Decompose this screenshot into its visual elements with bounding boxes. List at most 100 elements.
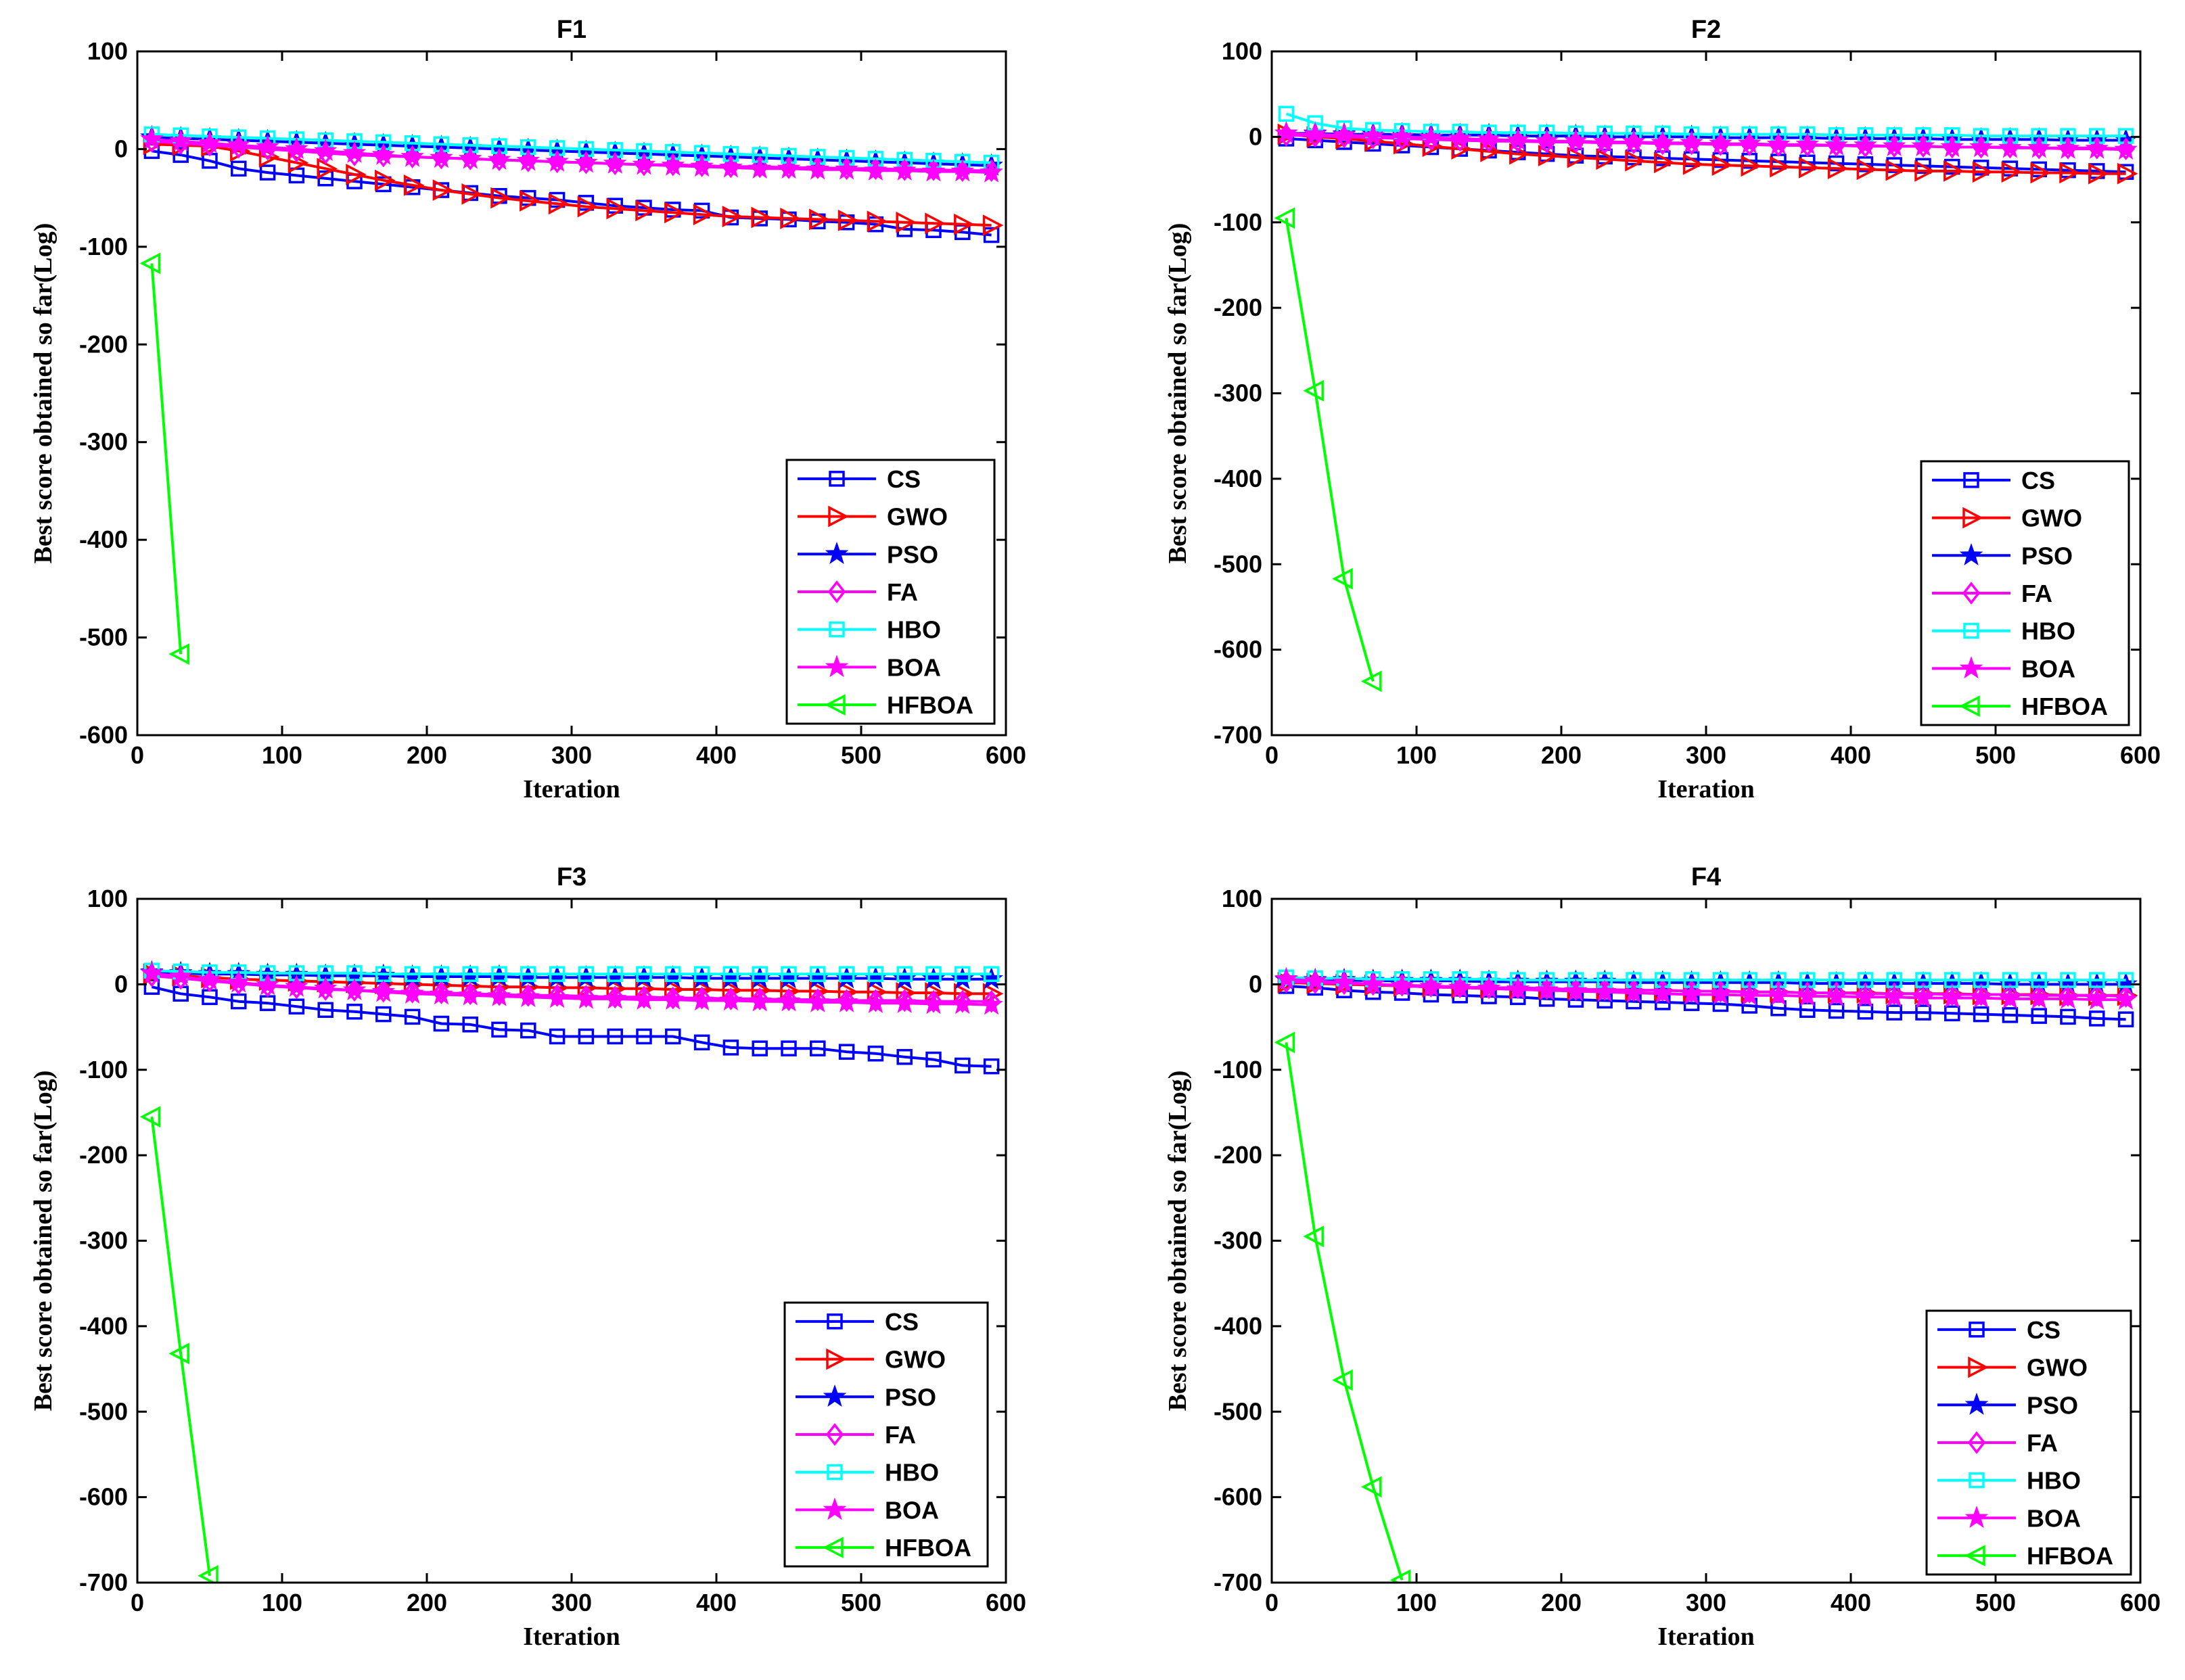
x-tick-label: 200 xyxy=(1541,1589,1582,1616)
data-point-cs xyxy=(462,1017,478,1033)
data-point-hbo xyxy=(2117,972,2134,988)
legend-marker-boa xyxy=(825,655,849,678)
data-point-fa xyxy=(982,989,1001,1013)
y-tick-label: -500 xyxy=(1214,550,1262,578)
data-point-gwo xyxy=(1856,158,1878,181)
data-point-gwo xyxy=(1972,161,1994,183)
data-point-fa xyxy=(953,989,972,1013)
data-point-boa xyxy=(690,154,714,177)
data-point-cs xyxy=(810,1040,826,1056)
data-point-boa xyxy=(719,988,743,1011)
data-point-fa xyxy=(1914,982,1933,1006)
data-point-fa xyxy=(490,983,509,1006)
data-point-cs xyxy=(1973,1006,1990,1023)
data-point-boa xyxy=(1766,983,1791,1006)
data-point-boa xyxy=(2114,987,2138,1010)
legend-item-cs: CS xyxy=(798,465,921,493)
data-point-cs xyxy=(693,1034,710,1051)
legend-item-gwo: GWO xyxy=(1932,505,2082,532)
data-point-boa xyxy=(1332,970,1356,993)
y-axis-label: Best score obtained so far(Log) xyxy=(29,1071,58,1411)
data-point-cs xyxy=(752,1040,768,1056)
y-tick-label: 100 xyxy=(1222,37,1262,65)
data-point-hbo xyxy=(810,966,826,982)
legend-item-cs: CS xyxy=(796,1308,919,1336)
legend-marker-hfboa xyxy=(1964,1545,1985,1567)
data-point-boa xyxy=(198,131,222,154)
data-point-boa xyxy=(1651,130,1675,154)
data-point-boa xyxy=(2085,987,2109,1010)
x-axis-label: Iteration xyxy=(523,1623,620,1651)
data-point-gwo xyxy=(1914,160,1935,182)
x-tick-label: 100 xyxy=(262,741,302,769)
data-point-boa xyxy=(285,974,308,997)
data-point-hbo xyxy=(491,966,507,982)
data-point-boa xyxy=(632,987,656,1010)
data-point-fa xyxy=(664,986,683,1010)
legend-marker-gwo xyxy=(1962,507,1983,529)
data-point-hbo xyxy=(896,966,913,982)
data-point-boa xyxy=(458,146,482,169)
legend-label: PSO xyxy=(885,1383,936,1411)
series-hfboa xyxy=(1274,1031,1411,1583)
data-point-fa xyxy=(837,989,856,1012)
data-point-gwo xyxy=(867,210,888,233)
data-point-boa xyxy=(430,982,453,1005)
data-point-gwo xyxy=(751,206,772,229)
data-point-fa xyxy=(1856,982,1874,1006)
data-point-boa xyxy=(1940,135,1964,158)
x-axis-label: Iteration xyxy=(523,775,620,803)
legend-label: PSO xyxy=(2021,542,2073,569)
data-point-gwo xyxy=(606,197,627,220)
x-tick-label: 200 xyxy=(1541,741,1582,769)
data-point-boa xyxy=(2027,986,2051,1009)
data-point-fa xyxy=(461,982,480,1006)
data-point-fa xyxy=(1972,983,1990,1006)
data-point-boa xyxy=(371,142,396,165)
data-point-cs xyxy=(2002,1007,2019,1023)
y-tick-label: 100 xyxy=(87,37,128,65)
x-tick-label: 200 xyxy=(407,1589,447,1616)
data-point-boa xyxy=(835,989,858,1012)
data-point-boa xyxy=(1592,129,1617,152)
y-tick-label: 100 xyxy=(87,885,128,912)
data-point-hbo xyxy=(636,966,652,982)
legend-item-gwo: GWO xyxy=(796,1346,946,1374)
data-point-cs xyxy=(317,1002,334,1019)
legend-item-hfboa: HFBOA xyxy=(1932,693,2108,720)
legend-marker-pso xyxy=(823,1384,847,1407)
data-point-cs xyxy=(665,1028,681,1045)
data-point-fa xyxy=(1827,981,1845,1004)
data-point-hbo xyxy=(1278,106,1295,122)
data-point-cs xyxy=(781,1040,797,1056)
data-point-fa xyxy=(779,988,798,1011)
data-point-cs xyxy=(288,998,305,1014)
data-point-boa xyxy=(1737,983,1762,1006)
y-tick-label: 100 xyxy=(1222,885,1262,912)
y-tick-label: -600 xyxy=(1214,1483,1262,1511)
data-point-boa xyxy=(921,991,946,1014)
x-tick-label: 400 xyxy=(696,741,737,769)
data-point-boa xyxy=(1303,969,1327,991)
y-tick-label: -300 xyxy=(79,428,128,456)
legend-item-pso: PSO xyxy=(1937,1391,2078,1419)
y-tick-label: 0 xyxy=(114,135,128,162)
data-point-cs xyxy=(578,1028,595,1045)
data-point-cs xyxy=(954,1057,971,1074)
data-point-cs xyxy=(231,160,247,177)
legend-marker-pso xyxy=(1964,1393,1989,1415)
legend-item-hfboa: HFBOA xyxy=(1937,1542,2113,1570)
legend-label: BOA xyxy=(2021,655,2075,682)
data-point-gwo xyxy=(809,208,830,231)
series-gwo xyxy=(143,133,1004,236)
data-point-fa xyxy=(693,154,711,177)
y-tick-label: -100 xyxy=(79,233,128,260)
data-point-boa xyxy=(603,151,627,174)
x-axis-label: Iteration xyxy=(1657,1623,1755,1651)
data-point-fa xyxy=(779,156,798,179)
data-point-hfboa xyxy=(1389,1569,1411,1583)
y-axis-label: Best score obtained so far(Log) xyxy=(1164,223,1192,564)
y-tick-label: -300 xyxy=(1214,1227,1262,1255)
data-point-boa xyxy=(1651,981,1675,1004)
y-tick-label: -400 xyxy=(79,1312,128,1340)
